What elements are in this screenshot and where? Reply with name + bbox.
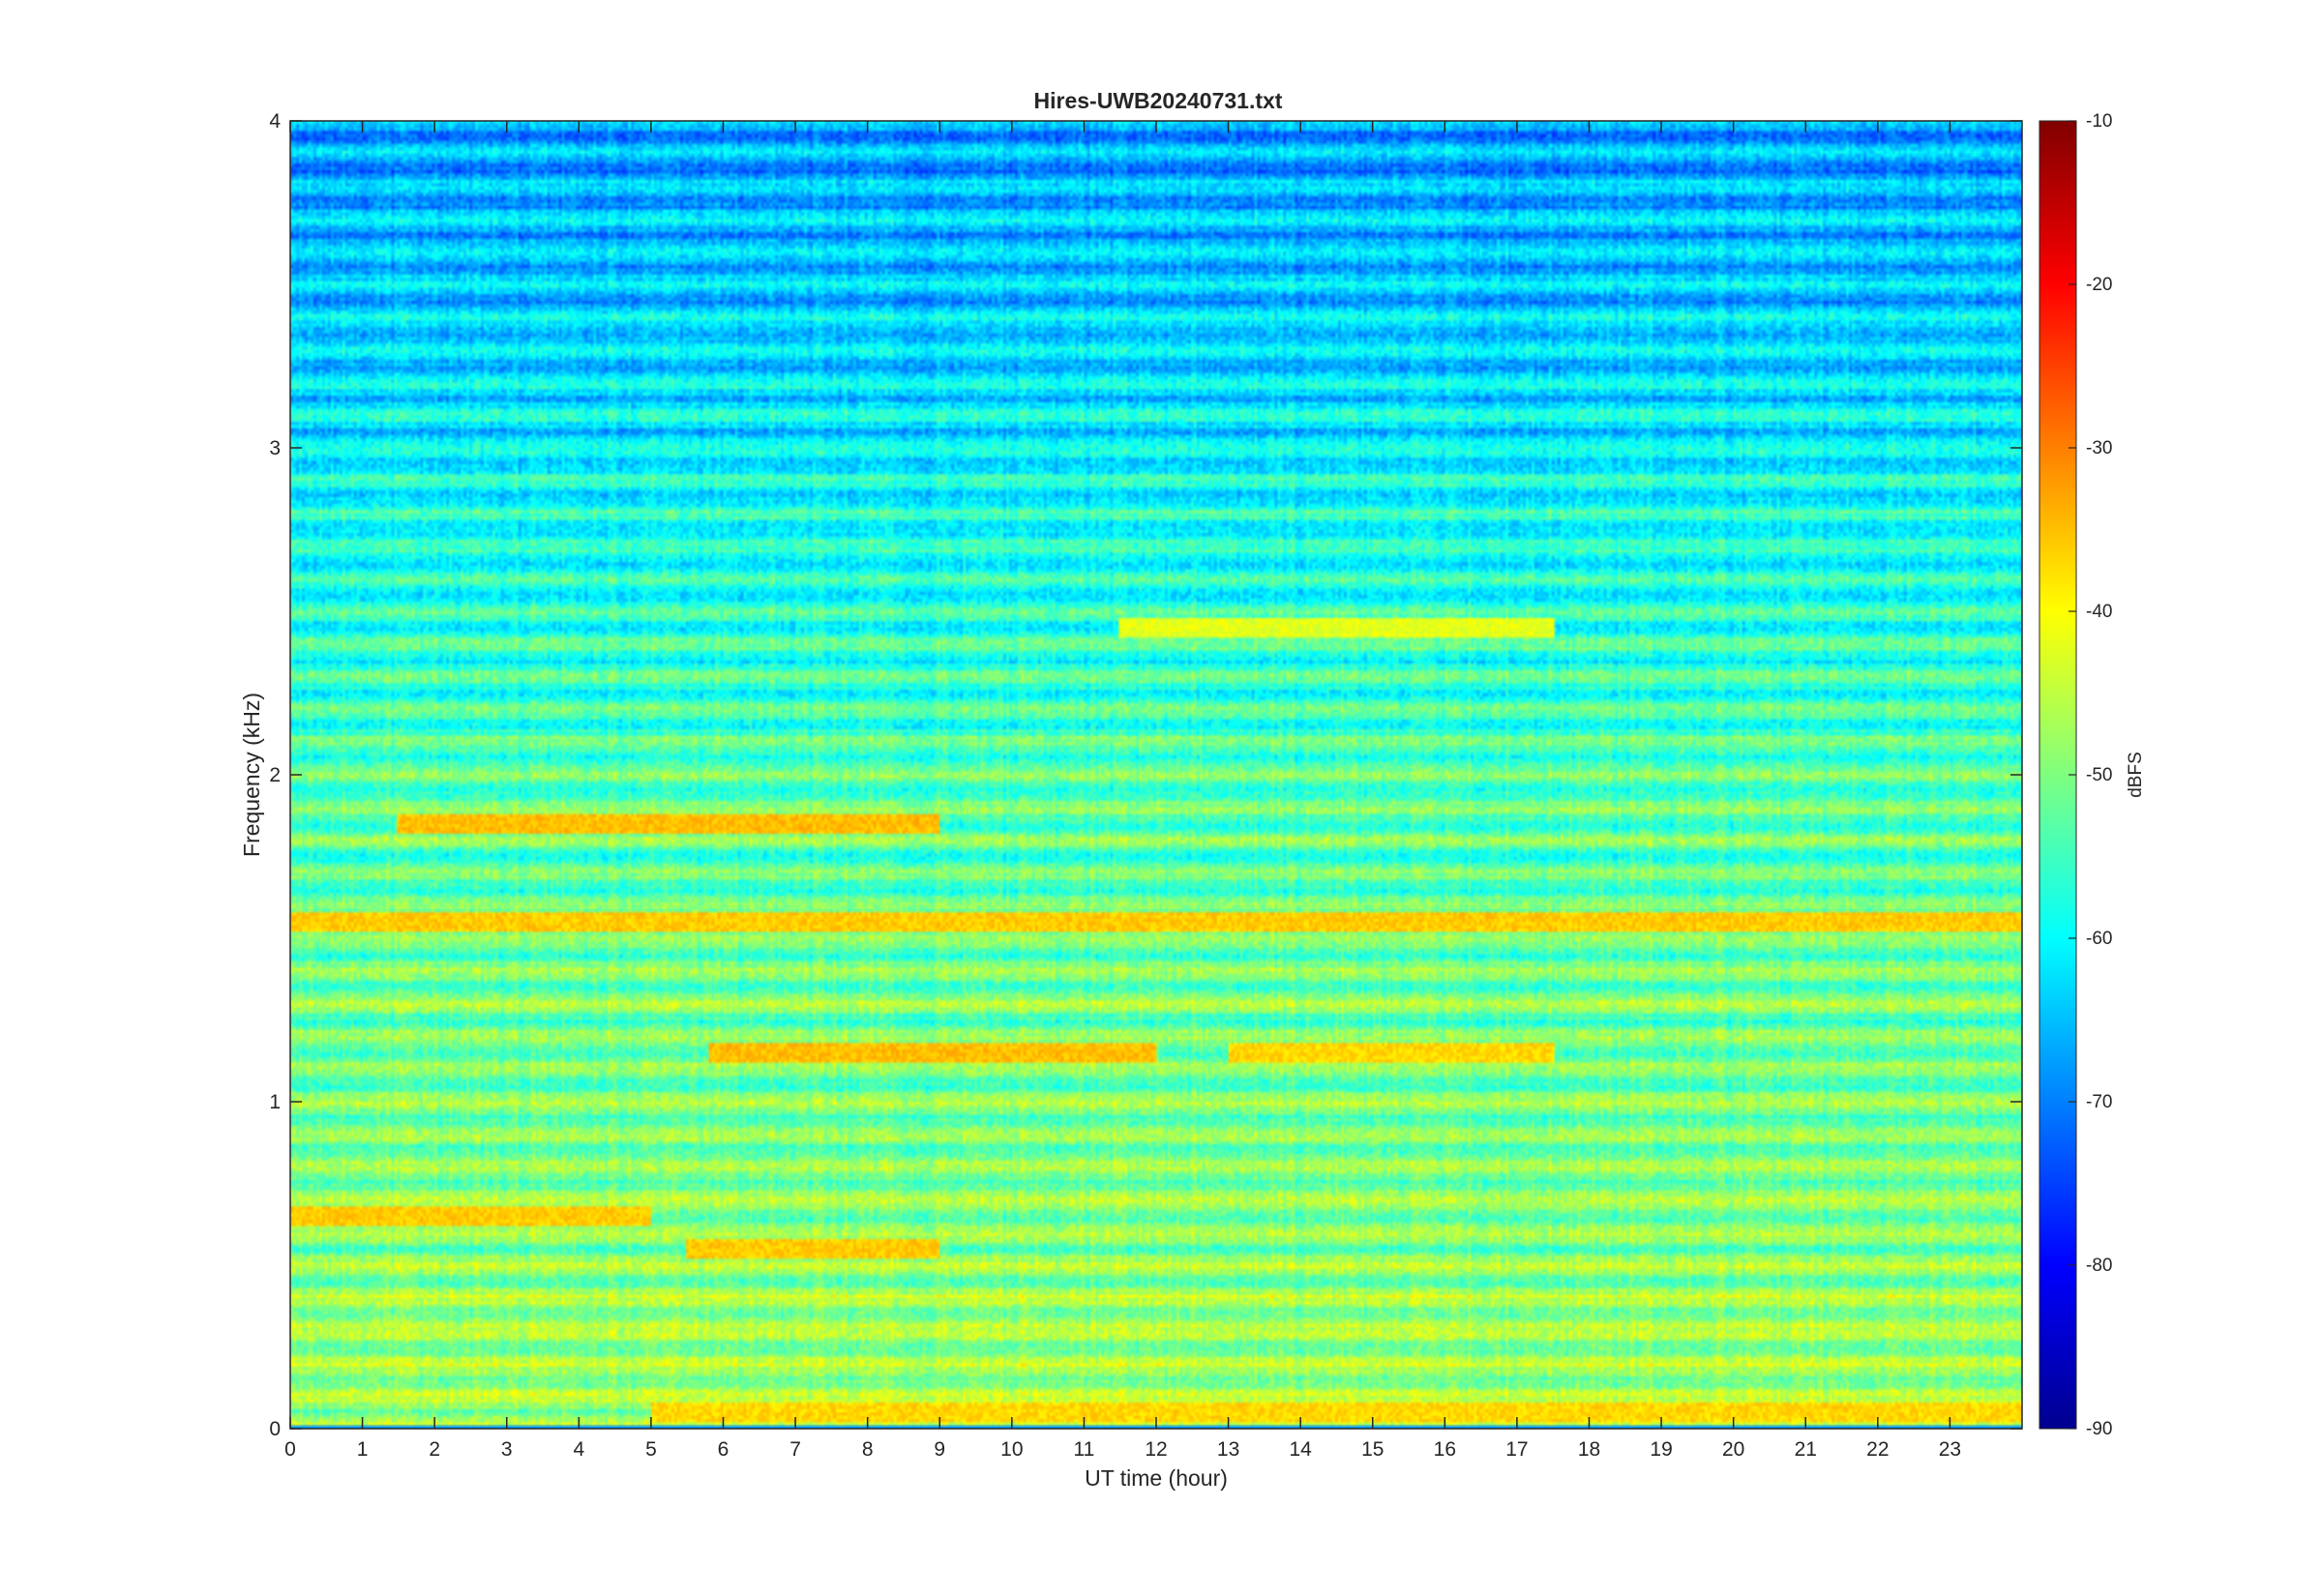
x-tick-label: 1 [357,1438,369,1461]
x-tick-label: 15 [1361,1438,1384,1461]
colorbar-tick-label: -80 [2086,1256,2112,1276]
colorbar-tick-label: -90 [2086,1419,2112,1439]
x-tick-label: 23 [1939,1438,1961,1461]
y-axis: 0 1 2 3 4 [269,110,2022,1440]
colorbar-tick-label: -70 [2086,1092,2112,1112]
x-tick-label: 8 [862,1438,874,1461]
x-tick-label: 14 [1289,1438,1312,1461]
x-tick-label: 10 [1000,1438,1023,1461]
x-tick-label: 19 [1650,1438,1672,1461]
colorbar-tick-label: -60 [2086,929,2112,949]
x-tick-label: 17 [1505,1438,1528,1461]
x-tick-label: 16 [1434,1438,1456,1461]
y-axis-label: Frequency (kHz) [239,693,264,857]
colorbar-tick-label: -50 [2086,765,2112,785]
x-tick-label: 3 [501,1438,513,1461]
x-tick-label: 9 [934,1438,945,1461]
x-tick-label: 13 [1217,1438,1239,1461]
x-axis-label: UT time (hour) [1085,1465,1228,1491]
colorbar-tick-label: -20 [2086,275,2112,295]
x-tick-label: 5 [645,1438,657,1461]
x-tick-label: 18 [1578,1438,1600,1461]
colorbar-label: dBFS [2126,752,2146,798]
colorbar-ticks: -90 -80 -70 -60 -50 -40 -30 -20 -10 [2069,111,2112,1439]
x-axis: 0 1 2 3 4 5 6 7 8 9 10 11 12 13 14 15 16 17 18 19 20 21 22 23 [284,121,1961,1461]
x-tick-label: 20 [1722,1438,1744,1461]
x-tick-label: 2 [429,1438,440,1461]
y-tick-label: 4 [269,110,281,133]
x-tick-label: 21 [1795,1438,1817,1461]
y-tick-label: 2 [269,764,281,786]
x-tick-label: 6 [718,1438,729,1461]
plot-area [289,120,2023,1430]
y-tick-label: 3 [269,437,281,459]
x-tick-label: 0 [284,1438,296,1461]
x-tick-label: 7 [789,1438,801,1461]
y-tick-label: 0 [269,1418,281,1440]
spectrogram-heatmap [290,121,2022,1429]
x-tick-label: 11 [1074,1438,1095,1461]
colorbar-tick-label: -10 [2086,111,2112,132]
y-tick-label: 1 [269,1091,281,1113]
x-tick-label: 4 [573,1438,584,1461]
x-tick-label: 22 [1866,1438,1889,1461]
chart-title: Hires-UWB20240731.txt [1034,88,1283,113]
colorbar-tick-label: -30 [2086,438,2112,458]
colorbar-tick-label: -40 [2086,602,2112,622]
x-tick-label: 12 [1145,1438,1167,1461]
colorbar: -90 -80 -70 -60 -50 -40 -30 -20 -10 dBFS [2039,111,2146,1439]
